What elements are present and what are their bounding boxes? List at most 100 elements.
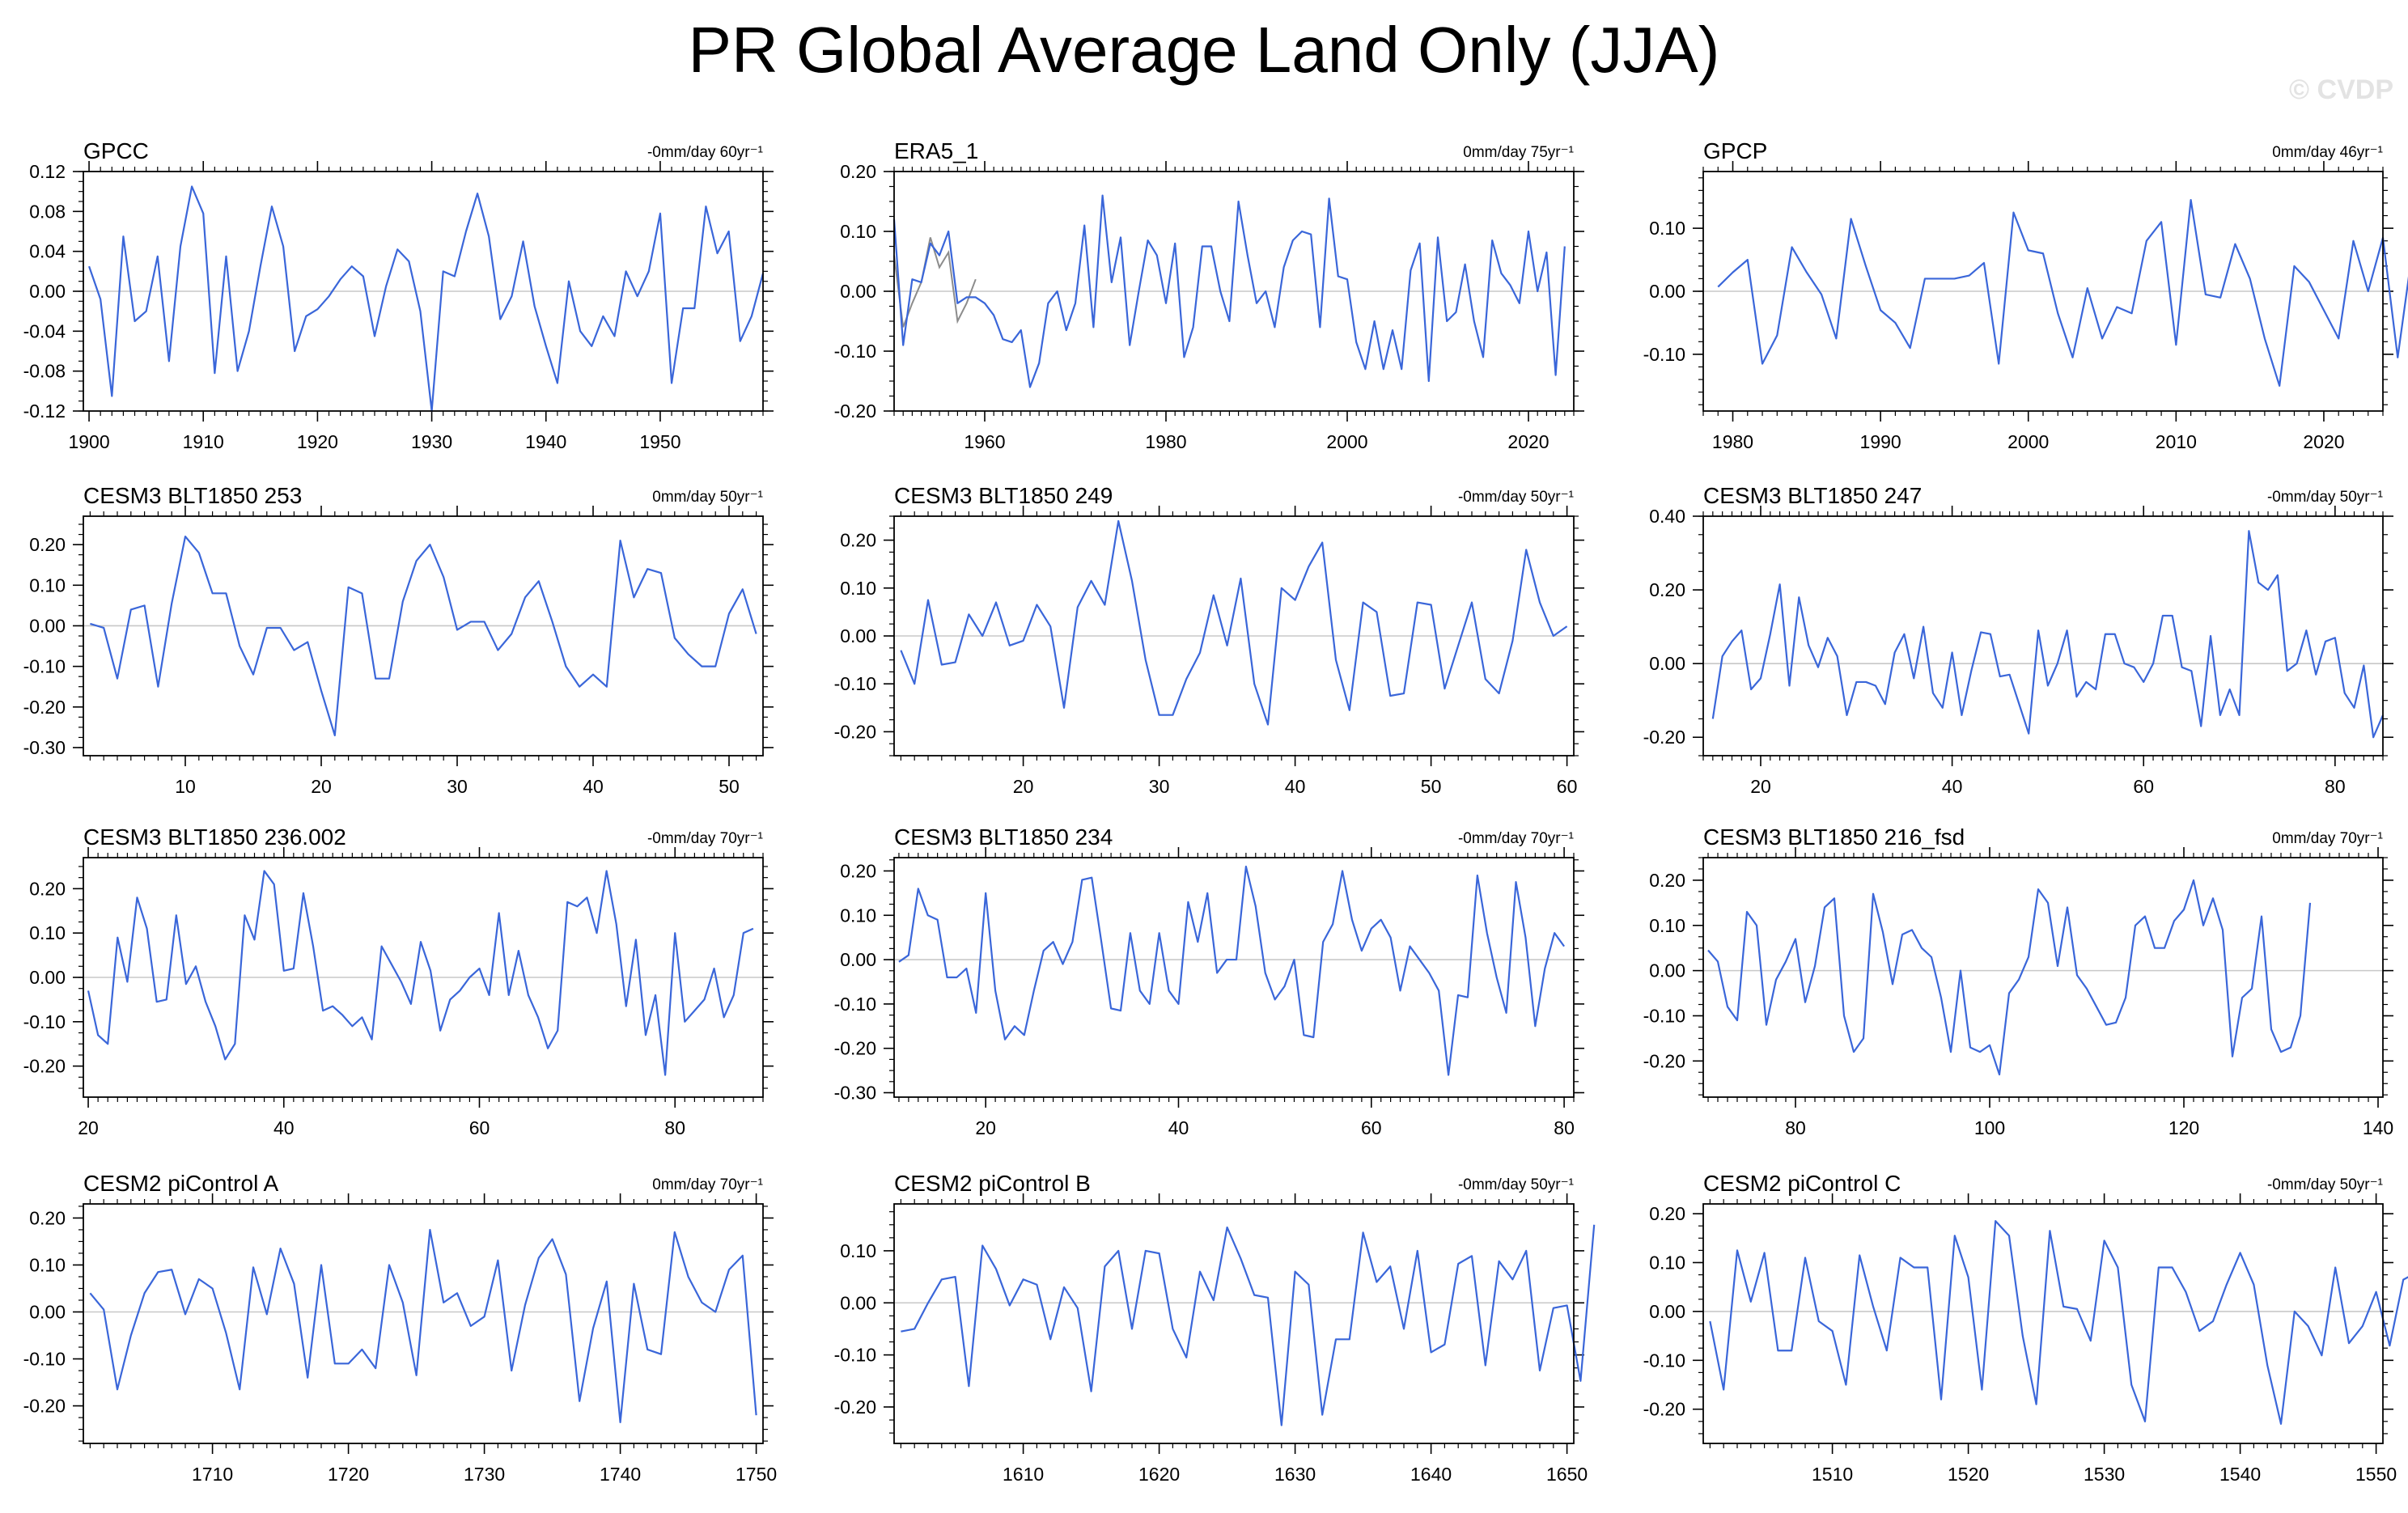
plot-frame bbox=[83, 171, 764, 412]
plot-frame bbox=[83, 857, 764, 1098]
y-tick-label: 0.20 bbox=[840, 860, 876, 881]
y-tick-label: 0.00 bbox=[29, 1301, 66, 1322]
x-tick-label: 20 bbox=[311, 776, 332, 797]
panel-title: CESM2 piControl C bbox=[1703, 1171, 1901, 1196]
plot-frame bbox=[893, 1203, 1575, 1444]
plot-frame bbox=[1702, 1203, 2384, 1444]
figure-title: PR Global Average Land Only (JJA) bbox=[688, 14, 1720, 86]
x-tick-label: 1980 bbox=[1712, 431, 1753, 452]
trend-label: -0mm/day 70yr⁻¹ bbox=[1458, 830, 1574, 847]
panel-9: CESM3 BLT1850 216_fsd 0mm/day 70yr⁻¹ -0.20… bbox=[1643, 824, 2394, 1138]
y-tick-label: 0.00 bbox=[29, 967, 66, 988]
x-tick-label: 2000 bbox=[2007, 431, 2049, 452]
trend-label: -0mm/day 70yr⁻¹ bbox=[647, 830, 763, 847]
y-tick-label: 0.20 bbox=[840, 530, 876, 551]
panel-4: CESM3 BLT1850 253 0mm/day 50yr⁻¹ -0.30 -0.2… bbox=[23, 483, 774, 797]
y-tick-label: -0.30 bbox=[834, 1083, 876, 1104]
series-line bbox=[898, 865, 1565, 1076]
series-line bbox=[90, 535, 757, 737]
plot-frame bbox=[83, 515, 764, 756]
x-tick-label: 1920 bbox=[297, 431, 338, 452]
x-tick-label: 60 bbox=[1557, 776, 1578, 797]
y-tick-label: 0.10 bbox=[840, 905, 876, 926]
y-tick-label: 0.10 bbox=[29, 922, 66, 943]
y-tick-label: -0.20 bbox=[23, 1396, 66, 1417]
y-tick-label: 0.10 bbox=[29, 1254, 66, 1275]
x-tick-label: 2010 bbox=[2156, 431, 2197, 452]
panel-title: GPCP bbox=[1703, 138, 1767, 163]
series-line bbox=[88, 185, 765, 413]
y-tick-label: -0.20 bbox=[1643, 1399, 1685, 1420]
plot-frame bbox=[83, 1203, 764, 1444]
y-tick-label: -0.10 bbox=[1643, 344, 1685, 365]
series-line bbox=[892, 194, 1566, 388]
x-tick-label: 120 bbox=[2168, 1117, 2199, 1138]
x-tick-label: 1620 bbox=[1138, 1464, 1180, 1485]
x-tick-label: 1960 bbox=[964, 431, 1005, 452]
series-line bbox=[1709, 1220, 2408, 1425]
panel-12: CESM2 piControl C -0mm/day 50yr⁻¹ -0.20 -0.… bbox=[1643, 1171, 2408, 1485]
trend-label: 0mm/day 70yr⁻¹ bbox=[2272, 830, 2383, 847]
x-tick-label: 20 bbox=[975, 1117, 996, 1138]
trend-label: 0mm/day 46yr⁻¹ bbox=[2272, 144, 2383, 161]
y-tick-label: 0.20 bbox=[29, 878, 66, 899]
y-tick-label: 0.10 bbox=[29, 574, 66, 595]
y-tick-label: -0.20 bbox=[23, 1056, 66, 1077]
y-tick-label: 0.04 bbox=[29, 241, 66, 262]
y-tick-label: 0.10 bbox=[1649, 1252, 1685, 1273]
trend-label: -0mm/day 50yr⁻¹ bbox=[2267, 1176, 2383, 1193]
y-tick-label: -0.10 bbox=[834, 341, 876, 362]
y-tick-label: 0.00 bbox=[840, 281, 876, 302]
cvdp-watermark: © CVDP bbox=[2289, 74, 2393, 105]
x-tick-label: 1510 bbox=[1812, 1464, 1853, 1485]
x-tick-label: 1640 bbox=[1410, 1464, 1452, 1485]
y-tick-label: -0.04 bbox=[23, 320, 66, 341]
panel-title: CESM3 BLT1850 249 bbox=[894, 483, 1113, 508]
y-tick-label: 0.10 bbox=[1649, 218, 1685, 239]
x-tick-label: 60 bbox=[2133, 776, 2154, 797]
x-tick-label: 1990 bbox=[1860, 431, 1901, 452]
x-tick-label: 1720 bbox=[328, 1464, 369, 1485]
y-tick-label: 0.00 bbox=[1649, 653, 1685, 674]
plot-frame bbox=[893, 515, 1575, 756]
y-tick-label: 0.12 bbox=[29, 161, 66, 182]
x-tick-label: 100 bbox=[1974, 1117, 2005, 1138]
plot-frame bbox=[893, 857, 1575, 1098]
y-tick-label: 0.00 bbox=[840, 1292, 876, 1313]
series-line bbox=[89, 1228, 757, 1423]
x-tick-label: 1940 bbox=[525, 431, 566, 452]
panel-title: CESM2 piControl B bbox=[894, 1171, 1091, 1196]
x-tick-label: 1650 bbox=[1546, 1464, 1588, 1485]
y-tick-label: 0.08 bbox=[29, 201, 66, 222]
x-tick-label: 50 bbox=[1421, 776, 1442, 797]
x-tick-label: 1530 bbox=[2084, 1464, 2125, 1485]
panel-title: CESM3 BLT1850 253 bbox=[83, 483, 302, 508]
y-tick-label: 0.10 bbox=[840, 578, 876, 599]
plot-frame bbox=[1702, 171, 2384, 412]
y-tick-label: -0.10 bbox=[23, 1011, 66, 1032]
y-tick-label: -0.20 bbox=[834, 1038, 876, 1059]
y-tick-label: 0.20 bbox=[1649, 579, 1685, 600]
y-tick-label: 0.00 bbox=[1649, 960, 1685, 981]
y-tick-label: -0.30 bbox=[23, 737, 66, 758]
y-tick-label: 0.20 bbox=[840, 161, 876, 182]
x-tick-label: 20 bbox=[1013, 776, 1034, 797]
y-tick-label: 0.00 bbox=[29, 281, 66, 302]
x-tick-label: 2020 bbox=[2303, 431, 2344, 452]
x-tick-label: 2000 bbox=[1326, 431, 1367, 452]
y-tick-label: 0.00 bbox=[1649, 1301, 1685, 1322]
y-tick-label: -0.10 bbox=[23, 1349, 66, 1370]
x-tick-label: 1540 bbox=[2219, 1464, 2261, 1485]
y-tick-label: -0.10 bbox=[1643, 1350, 1685, 1371]
trend-label: -0mm/day 50yr⁻¹ bbox=[2267, 489, 2383, 506]
series-line bbox=[1711, 530, 2385, 739]
y-tick-label: 0.00 bbox=[1649, 281, 1685, 302]
y-tick-label: 0.00 bbox=[29, 615, 66, 636]
y-tick-label: 0.10 bbox=[840, 1240, 876, 1261]
panel-6: CESM3 BLT1850 247 -0mm/day 50yr⁻¹ -0.20 0.0… bbox=[1643, 483, 2393, 797]
x-tick-label: 80 bbox=[1785, 1117, 1806, 1138]
y-tick-label: -0.12 bbox=[23, 400, 66, 422]
y-tick-label: -0.10 bbox=[23, 656, 66, 677]
x-tick-label: 40 bbox=[273, 1117, 295, 1138]
y-tick-label: -0.10 bbox=[1643, 1005, 1685, 1026]
